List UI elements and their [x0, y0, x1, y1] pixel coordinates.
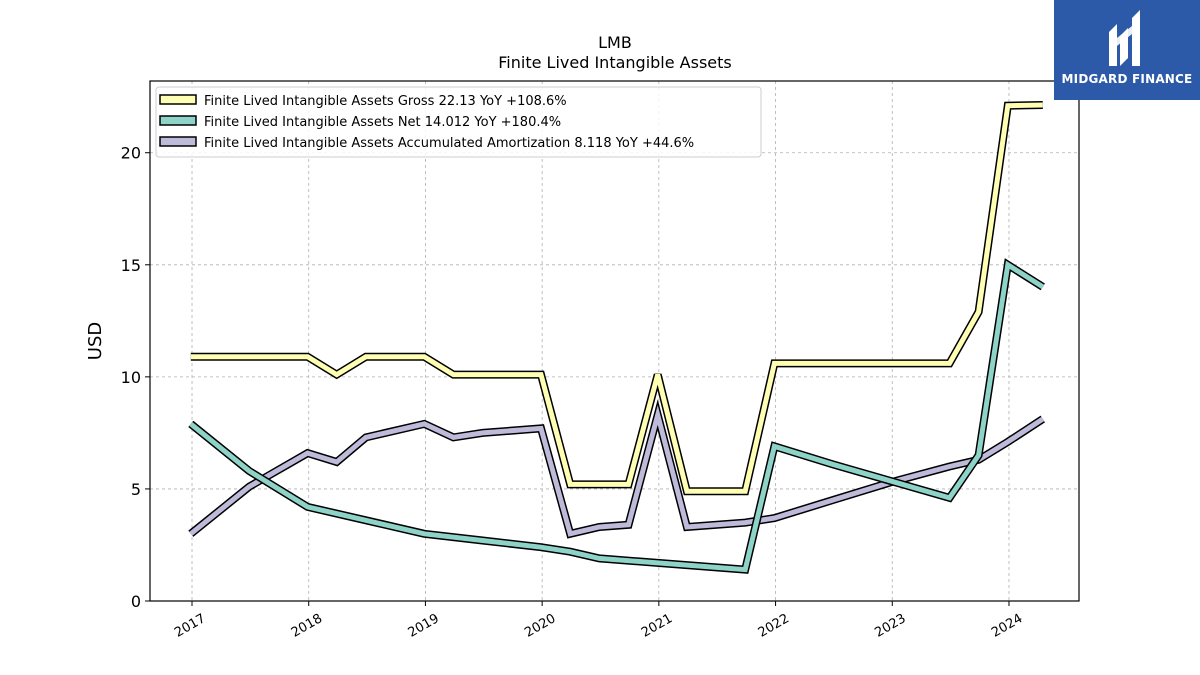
brand-logo: MIDGARD FINANCE: [1054, 0, 1200, 100]
series-layer: [188, 101, 1045, 574]
x-tick-label: 2017: [172, 611, 208, 641]
x-tick-label: 2019: [406, 611, 442, 641]
x-tick-label: 2020: [522, 611, 558, 641]
series-line-1: [190, 102, 1043, 494]
y-tick-label: 10: [121, 368, 141, 387]
series-line-3: [189, 405, 1045, 537]
brand-name: MIDGARD FINANCE: [1061, 72, 1193, 86]
legend-swatch-2: [159, 115, 197, 126]
y-tick-label: 20: [121, 144, 141, 163]
series-line-2: [189, 260, 1045, 573]
y-tick-label: 0: [131, 592, 141, 611]
chart-title: LMB: [598, 33, 632, 52]
plot-area-frame: [149, 80, 1080, 602]
x-tick-label: 2021: [639, 611, 675, 641]
legend-entry-2: Finite Lived Intangible Assets Net 14.01…: [204, 115, 561, 130]
x-tick-label: 2018: [289, 611, 325, 641]
series-outline-1: [190, 101, 1043, 496]
legend-entry-3: Finite Lived Intangible Assets Accumulat…: [204, 136, 694, 151]
legend-box: [155, 86, 762, 158]
y-tick-label: 15: [121, 256, 141, 275]
midgard-logo-icon: [1109, 10, 1140, 66]
x-tick-label: 2022: [756, 611, 792, 641]
legend-swatch-3: [159, 136, 197, 147]
legend: Finite Lived Intangible Assets Gross 22.…: [155, 86, 762, 158]
x-tick-label: 2023: [872, 611, 908, 641]
x-tick-label: 2024: [989, 611, 1025, 641]
y-tick-label: 5: [131, 480, 141, 499]
legend-entry-1: Finite Lived Intangible Assets Gross 22.…: [204, 94, 567, 109]
y-axis-label: USD: [85, 322, 106, 360]
legend-swatch-1: [159, 94, 197, 105]
chart-subtitle: Finite Lived Intangible Assets: [498, 53, 731, 72]
